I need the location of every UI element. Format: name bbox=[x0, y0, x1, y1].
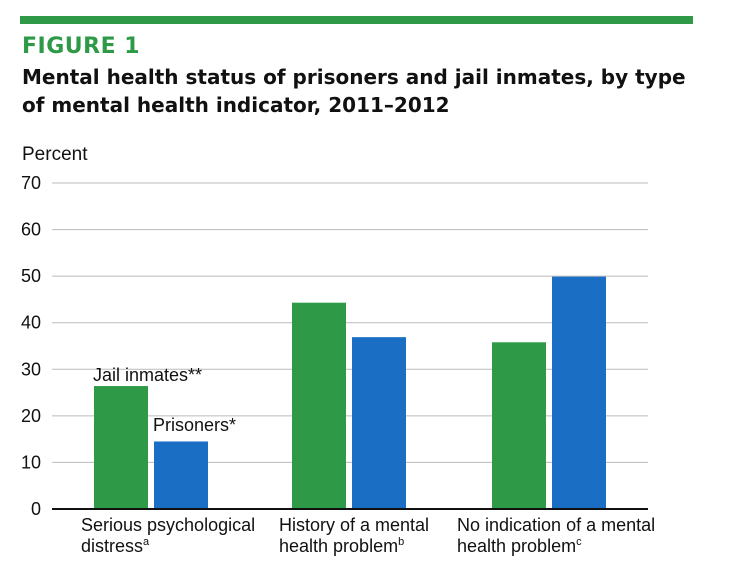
y-tick-label: 30 bbox=[21, 359, 41, 379]
x-category-label: Serious psychological distressa bbox=[81, 515, 255, 556]
series-label-prisoners: Prisoners* bbox=[153, 415, 236, 435]
series-label-jail-inmates: Jail inmates** bbox=[93, 365, 202, 385]
figure-title: Mental health status of prisoners and ja… bbox=[22, 65, 686, 117]
figure-label: FIGURE 1 bbox=[22, 34, 141, 59]
y-tick-labels: 0 10 20 30 40 50 60 70 bbox=[21, 173, 41, 519]
bar-jail-inmates-3 bbox=[492, 342, 546, 509]
x-category-labels: Serious psychological distressa History of… bbox=[81, 515, 655, 556]
y-tick-label: 70 bbox=[21, 173, 41, 193]
top-rule bbox=[20, 16, 693, 24]
y-tick-label: 0 bbox=[31, 499, 41, 519]
bar-prisoners-1 bbox=[154, 441, 208, 509]
y-tick-label: 50 bbox=[21, 266, 41, 286]
bar-jail-inmates-1 bbox=[94, 386, 148, 509]
bar-prisoners-2 bbox=[352, 337, 406, 509]
y-tick-label: 20 bbox=[21, 406, 41, 426]
bar-prisoners-3 bbox=[552, 276, 606, 509]
y-axis-label: Percent bbox=[22, 144, 88, 165]
grid-layer bbox=[52, 182, 648, 463]
x-category-label: No indication of a mental health problemc bbox=[457, 515, 655, 556]
y-tick-label: 60 bbox=[21, 220, 41, 240]
x-category-label: History of a mental health problemb bbox=[279, 515, 429, 556]
y-tick-label: 10 bbox=[21, 452, 41, 472]
y-tick-label: 40 bbox=[21, 313, 41, 333]
bars-layer bbox=[94, 276, 606, 509]
bar-jail-inmates-2 bbox=[292, 302, 346, 509]
